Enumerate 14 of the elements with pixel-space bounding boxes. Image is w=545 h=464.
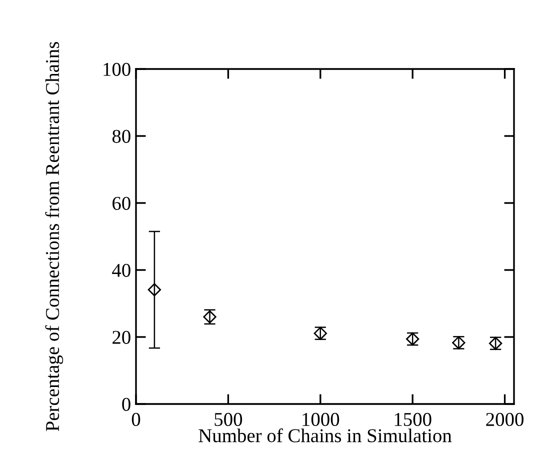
y-tick-label: 80 [112,130,130,143]
x-tick-label: 1500 [394,412,432,426]
x-tick-label: 1000 [302,412,340,426]
y-tick-label: 40 [112,264,130,277]
x-tick-label: 2000 [486,412,524,426]
y-axis-title: Percentage of Connections from Reentrant Chains [45,42,64,432]
x-axis-title: Number of Chains in Simulation [198,428,452,442]
y-tick-label: 0 [122,398,130,411]
x-tick-label: 500 [214,412,242,426]
y-tick-label: 100 [104,62,130,76]
y-tick-label: 60 [112,196,130,210]
y-tick-label: 20 [112,330,130,344]
point [148,283,162,296]
x-tick-label: 0 [132,412,140,426]
